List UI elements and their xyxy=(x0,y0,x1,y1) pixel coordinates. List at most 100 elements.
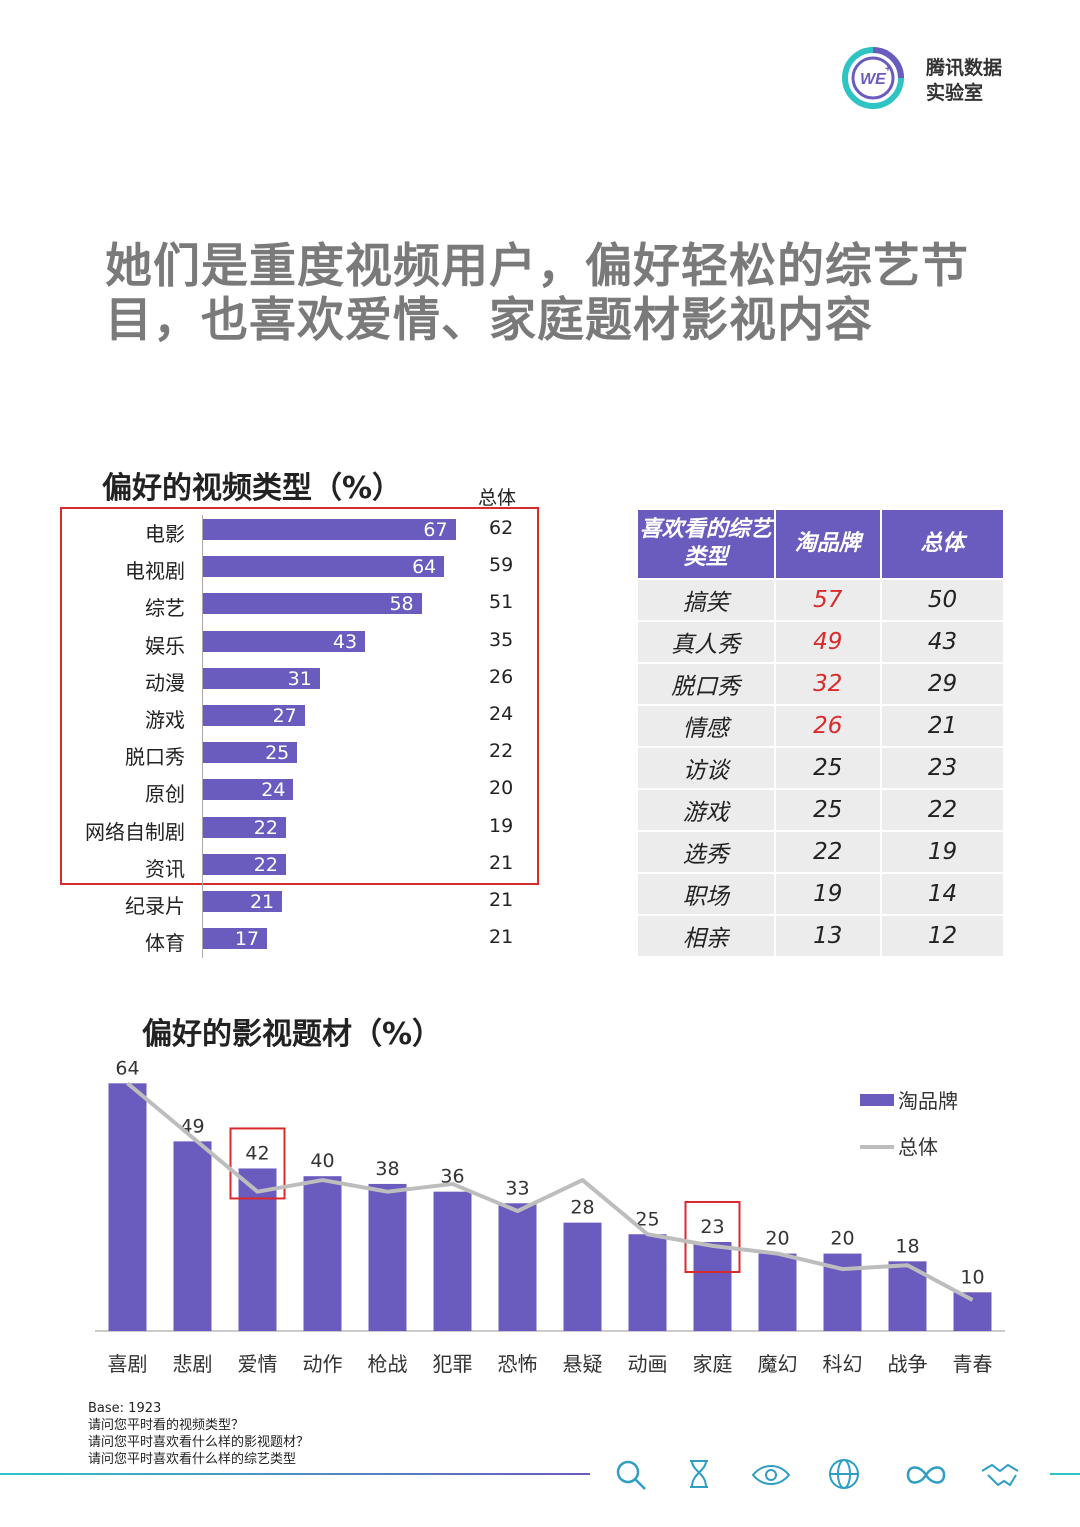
video-type-value: 64 xyxy=(412,556,437,579)
variety-type: 游戏 xyxy=(638,790,774,830)
film-genre-bar xyxy=(628,1234,667,1331)
video-type-label: 脱口秀 xyxy=(125,745,185,770)
variety-total-value: 23 xyxy=(881,748,1003,788)
legend-swatch-bar xyxy=(860,1094,894,1106)
film-genre-highlight xyxy=(684,1200,741,1273)
film-genre-bar xyxy=(693,1241,732,1331)
video-type-total: 21 xyxy=(489,889,514,911)
variety-brand-value: 25 xyxy=(775,790,880,830)
video-type-bar: 24 xyxy=(203,779,294,802)
film-genre-value: 10 xyxy=(960,1266,984,1288)
footnote-q2: 请问您平时喜欢看什么样的影视题材？ xyxy=(88,1435,310,1450)
video-type-row: 动漫 31 26 xyxy=(0,662,540,699)
footnote-base: Base: 1923 xyxy=(88,1401,162,1416)
variety-brand-value: 22 xyxy=(775,832,880,872)
variety-row: 相亲 13 12 xyxy=(638,916,1003,956)
film-genre-label: 犯罪 xyxy=(433,1352,473,1376)
video-type-label: 游戏 xyxy=(145,708,185,732)
variety-row: 真人秀 49 43 xyxy=(638,622,1003,662)
film-genres-title: 偏好的影视题材（%） xyxy=(142,1017,443,1052)
brand-name: 腾讯数据 实验室 xyxy=(926,56,1026,106)
globe-icon xyxy=(829,1459,859,1489)
film-genre-value: 18 xyxy=(895,1235,919,1257)
video-type-row: 脱口秀 25 22 xyxy=(0,736,540,773)
video-type-bar: 64 xyxy=(203,556,445,579)
film-genre-bar xyxy=(498,1203,537,1331)
video-type-label: 网络自制剧 xyxy=(85,819,185,844)
footnote: Base: 1923 请问您平时看的视频类型？ 请问您平时喜欢看什么样的影视题材… xyxy=(88,1400,309,1468)
film-genre-total-line xyxy=(126,1081,974,1302)
video-type-value: 67 xyxy=(423,519,448,541)
bottom-divider xyxy=(0,1473,590,1475)
variety-row: 情感 26 21 xyxy=(638,706,1003,746)
search-icon xyxy=(616,1460,646,1490)
variety-total-value: 22 xyxy=(881,790,1003,830)
video-type-label: 原创 xyxy=(145,782,185,807)
film-genre-value: 25 xyxy=(635,1208,659,1230)
video-type-value: 22 xyxy=(253,816,278,839)
film-genre-label: 悬疑 xyxy=(563,1352,603,1376)
film-genre-value: 49 xyxy=(180,1115,204,1137)
variety-total-value: 14 xyxy=(881,874,1003,914)
video-type-label: 电视剧 xyxy=(125,559,185,584)
film-genre-value: 42 xyxy=(245,1142,269,1164)
video-type-value: 24 xyxy=(261,779,286,802)
variety-brand-value: 26 xyxy=(775,706,880,746)
variety-row: 搞笑 57 50 xyxy=(638,580,1003,620)
video-type-bar: 17 xyxy=(203,928,268,950)
film-genre-bar xyxy=(758,1253,797,1331)
film-genre-label: 悲剧 xyxy=(173,1352,213,1376)
variety-type: 真人秀 xyxy=(638,622,774,662)
video-types-axis xyxy=(202,515,203,958)
video-type-value: 21 xyxy=(249,891,275,913)
footnote-q1: 请问您平时看的视频类型？ xyxy=(88,1418,245,1433)
variety-total-value: 21 xyxy=(881,706,1003,746)
variety-brand-value: 25 xyxy=(775,748,880,788)
video-type-row: 原创 24 20 xyxy=(0,773,540,810)
variety-type: 选秀 xyxy=(638,832,774,872)
legend-label-brand: 淘品牌 xyxy=(898,1089,958,1113)
film-genre-value: 38 xyxy=(375,1158,399,1180)
video-type-bar: 22 xyxy=(203,816,286,839)
film-genre-label: 科幻 xyxy=(823,1352,863,1376)
film-genre-bar xyxy=(303,1176,342,1331)
highlight-box xyxy=(60,507,539,885)
video-type-row: 资讯 22 21 xyxy=(0,848,540,885)
video-type-total: 21 xyxy=(489,926,514,949)
video-type-row: 综艺 58 51 xyxy=(0,587,540,624)
variety-total-value: 43 xyxy=(881,622,1003,662)
brand-logo: WE + 腾讯数据 实验室 xyxy=(838,42,1028,114)
brand-name-line1: 腾讯数据 xyxy=(926,57,1003,79)
video-type-label: 纪录片 xyxy=(125,894,185,918)
legend-swatch-line xyxy=(860,1145,894,1149)
video-types-chart: 电影 67 62 电视剧 64 59 综艺 58 51 娱乐 43 35 动漫 31 26 游戏 27 24 脱口秀… xyxy=(0,513,540,963)
video-type-value: 27 xyxy=(272,705,297,727)
film-genre-value: 64 xyxy=(115,1057,139,1079)
video-type-value: 22 xyxy=(253,853,278,876)
video-type-row: 游戏 27 24 xyxy=(0,699,540,736)
variety-brand-value: 19 xyxy=(775,874,880,914)
hourglass-icon xyxy=(690,1460,708,1488)
film-genre-value: 28 xyxy=(570,1197,594,1219)
film-genre-label: 喜剧 xyxy=(108,1352,148,1376)
variety-type: 脱口秀 xyxy=(638,664,774,704)
film-genre-label: 魔幻 xyxy=(758,1352,798,1376)
variety-type: 职场 xyxy=(638,874,774,914)
video-type-total: 59 xyxy=(489,554,514,577)
video-type-total: 22 xyxy=(489,740,514,763)
variety-row: 访谈 25 23 xyxy=(638,748,1003,788)
video-type-row: 纪录片 21 21 xyxy=(0,885,540,922)
video-type-label: 动漫 xyxy=(145,670,185,695)
variety-type: 搞笑 xyxy=(638,580,774,620)
film-genre-value: 33 xyxy=(505,1177,529,1199)
film-genre-bar xyxy=(368,1183,407,1331)
video-type-bar: 58 xyxy=(203,593,422,615)
video-type-total: 21 xyxy=(489,851,514,874)
variety-total-value: 50 xyxy=(881,580,1003,620)
video-types-total-header: 总体 xyxy=(478,487,517,509)
video-types-title: 偏好的视频类型（%） xyxy=(102,471,403,506)
video-type-value: 43 xyxy=(332,630,358,653)
variety-brand-value: 49 xyxy=(775,622,880,662)
film-genre-value: 40 xyxy=(310,1150,334,1172)
video-type-total: 24 xyxy=(489,703,514,725)
